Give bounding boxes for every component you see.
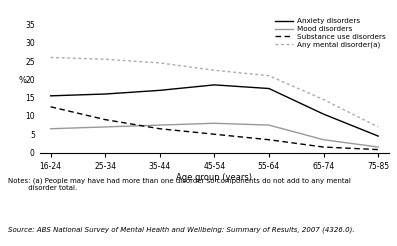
X-axis label: Age group (years): Age group (years)	[176, 173, 252, 182]
Text: Source: ABS National Survey of Mental Health and Wellbeing: Summary of Results, : Source: ABS National Survey of Mental He…	[8, 226, 355, 233]
Text: Notes: (a) People may have had more than one disorder so components do not add t: Notes: (a) People may have had more than…	[8, 177, 351, 191]
Legend: Anxiety disorders, Mood disorders, Substance use disorders, Any mental disorder(: Anxiety disorders, Mood disorders, Subst…	[275, 18, 385, 48]
Y-axis label: %: %	[18, 76, 26, 85]
